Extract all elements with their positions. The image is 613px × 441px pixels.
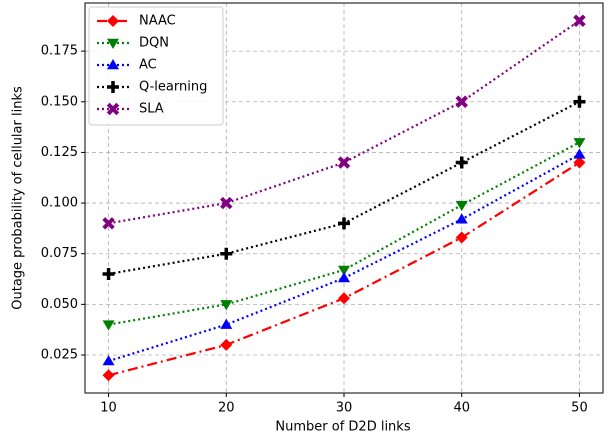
legend-label: SLA: [139, 102, 164, 117]
legend-marker: [106, 102, 120, 116]
legend-marker: [107, 59, 119, 70]
data-point: [573, 156, 586, 169]
data-point: [337, 156, 351, 169]
y-tick-label: 0.075: [41, 246, 78, 261]
x-tick-label: 50: [571, 401, 588, 416]
y-tick-label: 0.100: [41, 196, 78, 211]
series-line: [108, 141, 580, 326]
data-point: [338, 292, 350, 305]
data-point: [102, 355, 115, 366]
data-point: [455, 231, 468, 244]
x-tick-label: 40: [453, 401, 470, 416]
legend-label: NAAC: [139, 14, 176, 29]
legend-marker: [107, 81, 119, 93]
data-point: [573, 148, 586, 159]
x-axis-label: Number of D2D links: [275, 420, 410, 435]
data-point: [573, 95, 586, 108]
x-tick-label: 10: [100, 401, 117, 416]
y-tick-label: 0.025: [41, 348, 78, 363]
data-point: [220, 196, 233, 210]
legend-marker: [107, 15, 119, 27]
legend: NAAC DQN AC Q-learning SLA: [88, 6, 224, 126]
legend-marker: [107, 38, 119, 49]
data-point: [220, 247, 233, 260]
data-point: [102, 369, 115, 382]
x-tick-label: 20: [218, 401, 235, 416]
legend-label: DQN: [139, 36, 169, 51]
data-point: [573, 138, 586, 149]
data-point: [573, 14, 586, 27]
data-point: [220, 318, 233, 329]
data-point: [455, 200, 468, 212]
legend-box: [88, 6, 224, 126]
data-point: [220, 300, 233, 311]
plot-frame: [84, 2, 604, 394]
y-tick-label: 0.125: [41, 145, 78, 160]
data-point: [220, 338, 233, 351]
data-point: [455, 95, 468, 108]
data-point: [338, 272, 350, 283]
legend-label: AC: [139, 58, 157, 73]
data-point: [338, 265, 350, 276]
data-point: [102, 320, 115, 331]
data-point: [102, 267, 115, 280]
data-point: [338, 217, 350, 230]
y-tick-label: 0.175: [41, 44, 78, 59]
x-tick-label: 30: [336, 401, 353, 416]
data-point: [455, 156, 468, 169]
y-axis-label: Outage probability of cellular links: [11, 86, 26, 310]
y-tick-label: 0.050: [41, 297, 78, 312]
data-point: [102, 217, 115, 230]
series-line: [108, 153, 580, 363]
y-tick-label: 0.150: [41, 94, 78, 109]
data-point: [455, 213, 468, 224]
legend-label: Q-learning: [139, 80, 207, 95]
